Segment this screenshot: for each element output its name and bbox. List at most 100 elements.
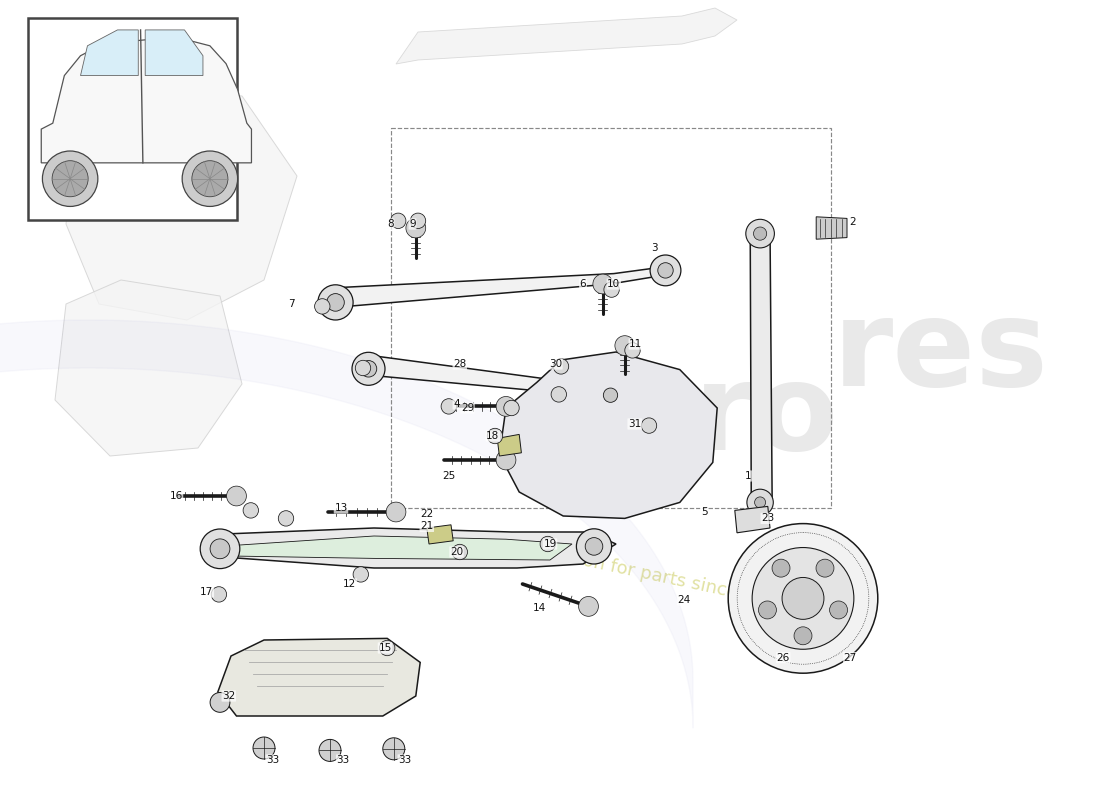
Circle shape — [755, 497, 766, 508]
Circle shape — [540, 536, 556, 552]
Circle shape — [355, 360, 371, 376]
Circle shape — [327, 294, 344, 311]
Circle shape — [615, 336, 635, 355]
Text: 2: 2 — [849, 218, 856, 227]
Circle shape — [383, 738, 405, 760]
Circle shape — [728, 523, 878, 673]
Circle shape — [227, 486, 246, 506]
Circle shape — [747, 489, 773, 515]
Circle shape — [441, 398, 456, 414]
Text: 3: 3 — [651, 243, 658, 253]
Text: 19: 19 — [543, 539, 557, 549]
Circle shape — [752, 547, 854, 650]
Circle shape — [496, 397, 516, 416]
Circle shape — [829, 601, 847, 619]
Circle shape — [379, 640, 395, 656]
Polygon shape — [66, 80, 297, 320]
Text: 33: 33 — [266, 755, 279, 765]
Text: 12: 12 — [343, 579, 356, 589]
Circle shape — [816, 559, 834, 577]
Text: 33: 33 — [337, 755, 350, 765]
Text: 24: 24 — [678, 595, 691, 605]
Text: 8: 8 — [387, 219, 394, 229]
Text: 6: 6 — [580, 279, 586, 289]
Text: 22: 22 — [420, 510, 433, 519]
Circle shape — [410, 213, 426, 229]
Text: a passion for parts since 1985: a passion for parts since 1985 — [519, 539, 790, 613]
Circle shape — [278, 510, 294, 526]
Polygon shape — [218, 638, 420, 716]
Circle shape — [487, 428, 503, 444]
Polygon shape — [209, 528, 616, 568]
Polygon shape — [328, 266, 673, 308]
Polygon shape — [361, 354, 620, 400]
Circle shape — [794, 627, 812, 645]
Text: 23: 23 — [761, 514, 774, 523]
Circle shape — [315, 298, 330, 314]
Circle shape — [210, 693, 230, 712]
Circle shape — [386, 502, 406, 522]
Polygon shape — [145, 30, 202, 75]
Circle shape — [746, 219, 774, 248]
Text: euro: euro — [525, 358, 839, 474]
Circle shape — [452, 544, 468, 560]
Text: 27: 27 — [844, 653, 857, 662]
Circle shape — [593, 274, 613, 294]
Circle shape — [625, 342, 640, 358]
Polygon shape — [497, 434, 521, 456]
Text: 32: 32 — [222, 691, 235, 701]
Circle shape — [579, 597, 598, 616]
Circle shape — [353, 566, 369, 582]
Polygon shape — [42, 40, 252, 163]
Text: 13: 13 — [334, 503, 348, 513]
Circle shape — [243, 502, 258, 518]
Text: 5: 5 — [701, 507, 707, 517]
Polygon shape — [231, 536, 572, 560]
Circle shape — [496, 450, 516, 470]
Polygon shape — [499, 352, 717, 518]
Circle shape — [319, 739, 341, 762]
Circle shape — [650, 255, 681, 286]
Circle shape — [772, 559, 790, 577]
Polygon shape — [816, 217, 847, 239]
Circle shape — [406, 218, 426, 238]
Circle shape — [504, 400, 519, 416]
Polygon shape — [80, 30, 139, 75]
Circle shape — [210, 539, 230, 558]
Text: 33: 33 — [398, 755, 411, 765]
Circle shape — [596, 381, 625, 410]
Text: 25: 25 — [442, 471, 455, 481]
Text: 20: 20 — [450, 547, 463, 557]
Circle shape — [604, 282, 619, 298]
Text: 7: 7 — [288, 299, 295, 309]
Text: 9: 9 — [409, 219, 416, 229]
Circle shape — [253, 737, 275, 759]
Circle shape — [191, 161, 228, 197]
Text: 29: 29 — [461, 403, 474, 413]
Circle shape — [318, 285, 353, 320]
Circle shape — [551, 386, 566, 402]
Circle shape — [43, 151, 98, 206]
Circle shape — [759, 601, 777, 619]
Text: 31: 31 — [628, 419, 641, 429]
Text: res: res — [833, 294, 1048, 410]
Polygon shape — [396, 8, 737, 64]
Polygon shape — [735, 506, 770, 533]
FancyBboxPatch shape — [28, 18, 236, 220]
Text: 15: 15 — [378, 643, 392, 653]
Text: 14: 14 — [532, 603, 546, 613]
Polygon shape — [750, 226, 772, 508]
Text: 4: 4 — [453, 399, 460, 409]
Polygon shape — [427, 525, 453, 544]
Circle shape — [603, 388, 618, 402]
Text: 26: 26 — [777, 653, 790, 662]
Circle shape — [585, 538, 603, 555]
Circle shape — [576, 529, 612, 564]
Text: 11: 11 — [629, 339, 642, 349]
Circle shape — [754, 227, 767, 240]
Circle shape — [52, 161, 88, 197]
Circle shape — [782, 578, 824, 619]
Text: 30: 30 — [549, 359, 562, 369]
Polygon shape — [55, 280, 242, 456]
Text: 10: 10 — [607, 279, 620, 289]
